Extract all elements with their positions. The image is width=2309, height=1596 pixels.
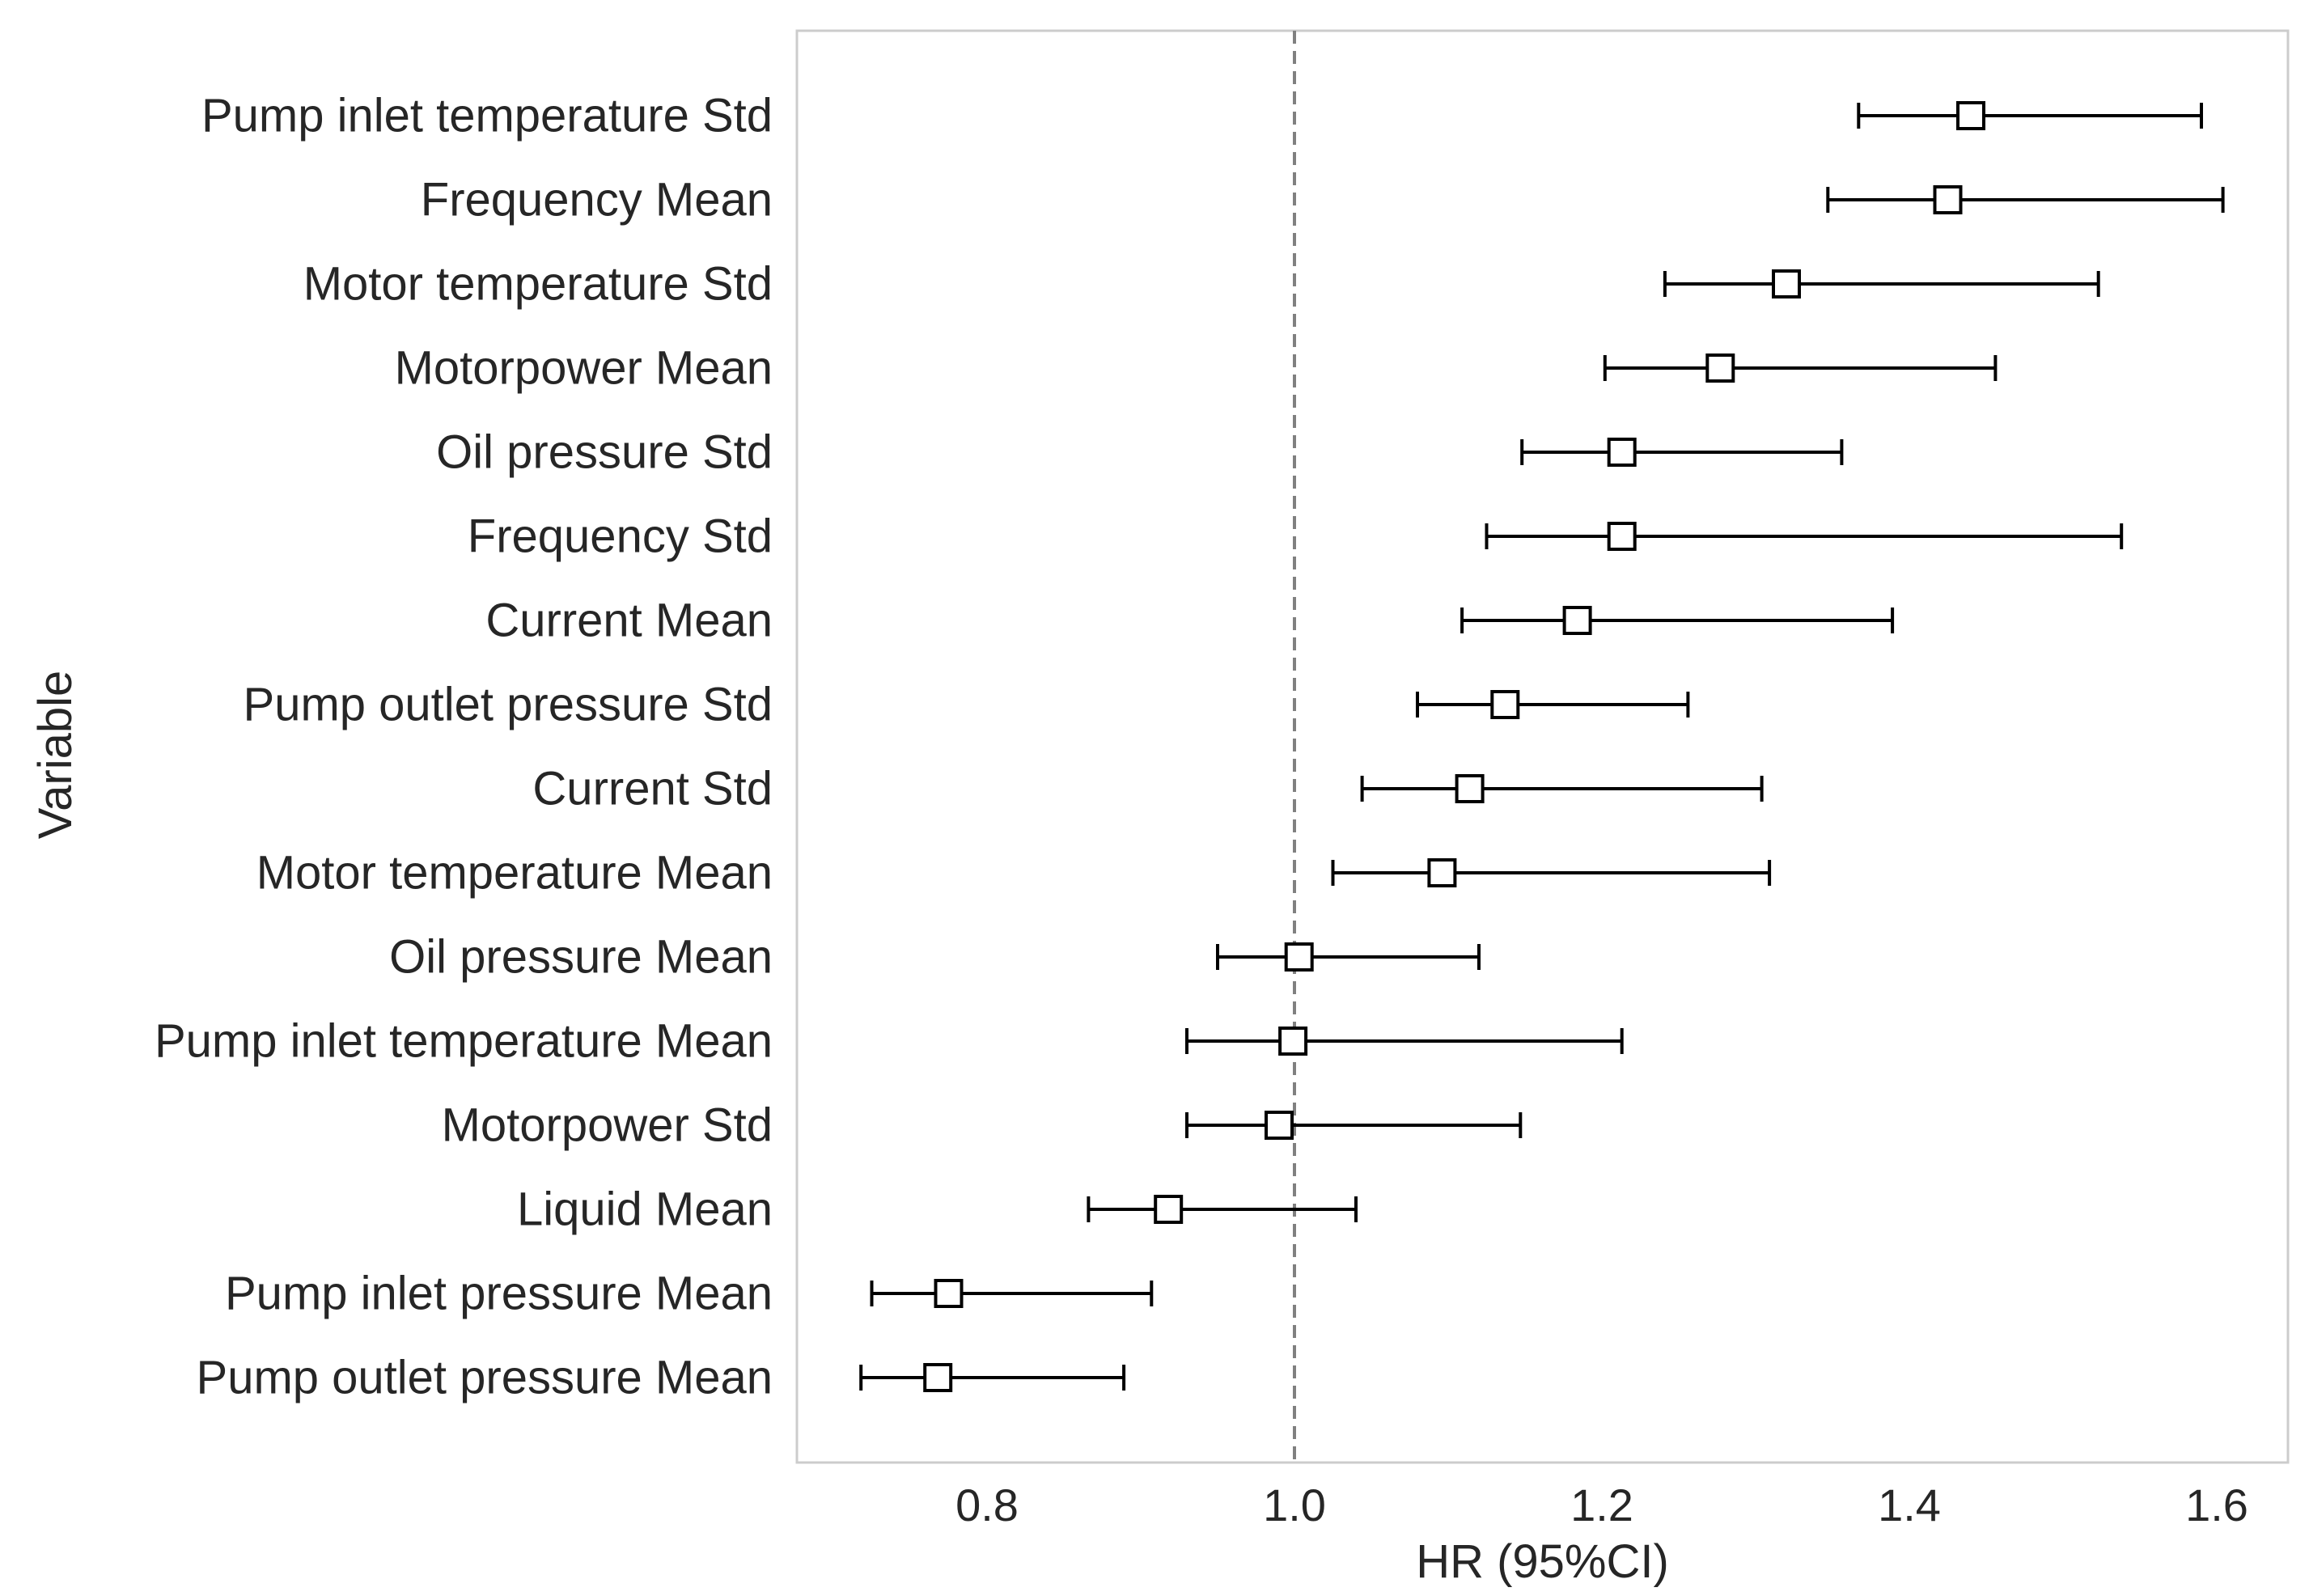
y-tick-label: Frequency Mean [421,174,773,226]
plot-frame [795,29,2290,1464]
row-mark-group [1331,858,1772,887]
y-tick-label: Pump inlet temperature Mean [155,1015,773,1068]
y-tick-label: Liquid Mean [517,1183,773,1236]
y-tick-label: Motorpower Mean [395,342,773,395]
x-tick-label: 0.8 [955,1480,1019,1530]
x-tick-label: 1.0 [1263,1480,1326,1530]
row-mark-group [1520,438,1844,467]
hr-point-marker [1154,1195,1184,1224]
hr-point-marker [1284,942,1314,972]
y-tick-label: Pump outlet pressure Std [244,679,773,731]
y-tick-label: Oil pressure Std [436,426,773,479]
row-mark-group [1826,185,2225,214]
row-mark-group [1603,353,1998,383]
row-mark-group [870,1279,1154,1308]
hr-point-marker [1772,269,1801,298]
x-tick-label: 1.2 [1570,1480,1633,1530]
y-tick-label: Frequency Std [468,510,773,563]
hr-point-marker [1278,1027,1308,1056]
hr-point-marker [1490,690,1520,719]
row-mark-group [1185,1027,1624,1056]
data-marks [859,101,2225,1392]
hr-point-marker [1562,606,1592,635]
x-tick-label: 1.4 [1878,1480,1941,1530]
y-tick-label: Current Mean [485,595,773,647]
y-tick-labels: Pump inlet temperature Std Frequency Mean… [155,90,773,1404]
y-tick-label: Current Std [532,763,773,815]
row-mark-group [1460,606,1895,635]
x-tick-label: 1.6 [2185,1480,2248,1530]
hr-point-marker [934,1279,964,1308]
hr-point-marker [1956,101,1985,130]
hr-point-marker [1607,438,1637,467]
row-mark-group [1857,101,2203,130]
hr-point-marker [1455,774,1485,803]
row-mark-group [859,1363,1126,1392]
x-axis-title: HR (95%CI) [1416,1535,1669,1588]
y-tick-label: Pump inlet temperature Std [201,90,773,142]
y-tick-label: Pump inlet pressure Mean [225,1268,773,1320]
y-tick-label: Oil pressure Mean [389,931,773,984]
row-mark-group [1087,1195,1358,1224]
y-tick-label: Motorpower Std [442,1099,773,1152]
y-tick-label: Motor temperature Mean [256,847,773,900]
hr-point-marker [1705,353,1735,383]
hr-point-marker [1427,858,1457,887]
row-mark-group [1185,1111,1523,1140]
row-mark-group [1360,774,1764,803]
row-mark-group [1216,942,1481,972]
y-tick-label: Pump outlet pressure Mean [197,1352,773,1404]
row-mark-group [1416,690,1690,719]
hr-point-marker [1265,1111,1294,1140]
hr-point-marker [923,1363,953,1392]
y-tick-label: Motor temperature Std [303,258,773,311]
hr-point-marker [1607,522,1637,551]
hr-point-marker [1933,185,1963,214]
row-mark-group [1485,522,2124,551]
x-tick-labels: 0.8 1.0 1.2 1.4 1.6 [955,1480,2248,1530]
row-mark-group [1663,269,2100,298]
y-axis-title: Variable [29,671,82,840]
